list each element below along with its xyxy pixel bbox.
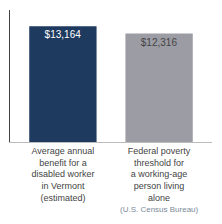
svg-text:Average annualbenefit for adis: Average annualbenefit for adisabled work…: [31, 146, 94, 203]
svg-text:$13,164: $13,164: [45, 29, 82, 40]
svg-text:$12,316: $12,316: [141, 37, 178, 48]
svg-text:Federal povertythreshold fora: Federal povertythreshold fora working-ag…: [120, 146, 199, 215]
